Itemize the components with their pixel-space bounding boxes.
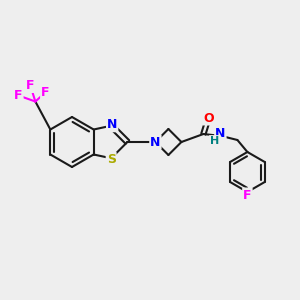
Text: F: F [26, 79, 34, 92]
Text: S: S [107, 153, 116, 166]
Text: F: F [41, 86, 50, 99]
Text: O: O [203, 112, 214, 124]
Text: N: N [107, 118, 117, 131]
Text: N: N [150, 136, 161, 148]
Text: H: H [210, 136, 219, 146]
Text: N: N [215, 127, 226, 140]
Text: F: F [14, 89, 22, 102]
Text: F: F [243, 188, 252, 202]
